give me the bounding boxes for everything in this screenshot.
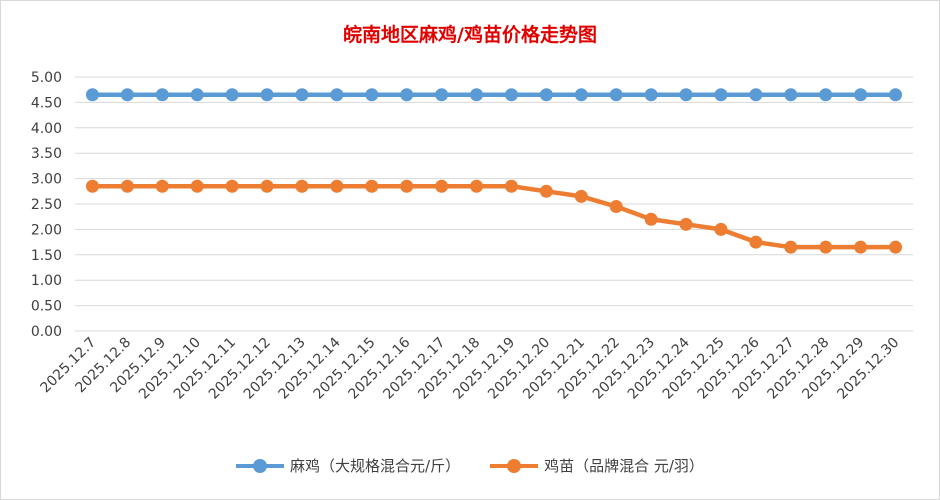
data-point (679, 217, 693, 231)
y-tick-label: 3.50 (31, 146, 62, 162)
data-point (470, 179, 484, 193)
data-point (155, 88, 169, 102)
data-point (260, 88, 274, 102)
y-tick-label: 0.50 (31, 299, 62, 315)
y-tick-label: 2.50 (31, 197, 62, 213)
data-point (749, 88, 763, 102)
data-point (85, 179, 99, 193)
y-tick-label: 4.50 (31, 95, 62, 111)
data-point (400, 179, 414, 193)
data-point (295, 179, 309, 193)
data-point (714, 222, 728, 236)
chart-title: 皖南地区麻鸡/鸡苗价格走势图 (343, 24, 597, 46)
data-point (190, 88, 204, 102)
data-point (609, 88, 623, 102)
data-point (120, 88, 134, 102)
y-tick-label: 3.00 (31, 172, 62, 188)
data-point (260, 179, 274, 193)
data-point (295, 88, 309, 102)
data-point (819, 88, 833, 102)
legend-label-series-1: 麻鸡（大规格混合元/斤） (290, 457, 461, 475)
y-tick-label: 0.00 (31, 324, 62, 340)
y-tick-label: 1.50 (31, 248, 62, 264)
data-point (749, 235, 763, 249)
series-line-2 (92, 183, 896, 250)
y-tick-label: 4.00 (31, 121, 62, 137)
data-point (574, 88, 588, 102)
data-point (819, 240, 833, 254)
data-point (365, 179, 379, 193)
y-tick-label: 1.00 (31, 273, 62, 289)
data-point (330, 179, 344, 193)
data-point (644, 88, 658, 102)
legend-swatch-series-1 (236, 458, 285, 473)
legend-swatch-series-2 (490, 458, 539, 473)
legend-label-series-2: 鸡苗（品牌混合 元/羽） (544, 457, 704, 475)
legend-item-series-1: 麻鸡（大规格混合元/斤） (236, 455, 460, 476)
data-point (85, 88, 99, 102)
data-point (470, 88, 484, 102)
y-tick-label: 5.00 (31, 70, 62, 86)
data-point (120, 179, 134, 193)
data-point (155, 179, 169, 193)
data-point (644, 212, 658, 226)
data-point (854, 240, 868, 254)
legend: 麻鸡（大规格混合元/斤） 鸡苗（品牌混合 元/羽） (0, 455, 940, 476)
y-tick-label: 2.00 (31, 222, 62, 238)
data-point (539, 184, 553, 198)
data-point (574, 189, 588, 203)
data-point (889, 88, 903, 102)
data-point (889, 240, 903, 254)
legend-item-series-2: 鸡苗（品牌混合 元/羽） (490, 455, 704, 476)
data-point (435, 88, 449, 102)
data-point (504, 88, 518, 102)
data-point (190, 179, 204, 193)
data-point (609, 200, 623, 214)
data-point (435, 179, 449, 193)
data-point (784, 88, 798, 102)
data-point (679, 88, 693, 102)
data-point (365, 88, 379, 102)
data-point (225, 88, 239, 102)
data-point (784, 240, 798, 254)
data-point (504, 179, 518, 193)
data-point (400, 88, 414, 102)
data-point (854, 88, 868, 102)
data-point (330, 88, 344, 102)
data-point (714, 88, 728, 102)
data-point (225, 179, 239, 193)
data-point (539, 88, 553, 102)
